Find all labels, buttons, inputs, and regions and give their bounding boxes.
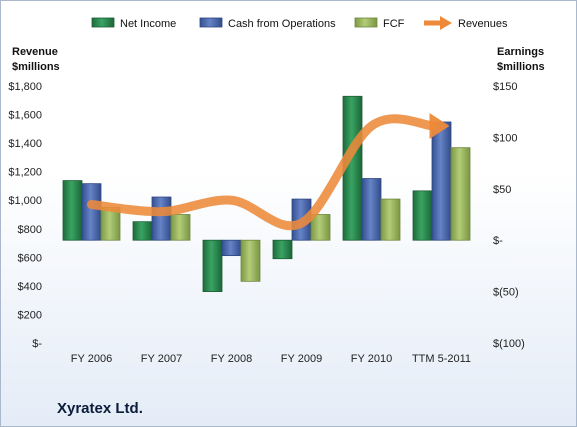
bar-net-income <box>202 239 223 292</box>
bar-cash-from-operations <box>151 196 172 241</box>
left-axis-tick-label: $1,800 <box>8 81 42 93</box>
legend-label-revenues: Revenues <box>458 18 508 30</box>
right-axis-title-line1: Earnings <box>497 46 544 58</box>
right-axis-tick-label: $(100) <box>493 338 525 350</box>
bar-fcf <box>240 239 261 282</box>
category-label: FY 2006 <box>71 353 112 365</box>
bars <box>62 95 471 292</box>
left-axis-tick-label: $400 <box>18 281 42 293</box>
bar-cash-from-operations <box>221 239 242 257</box>
bar-fcf <box>380 198 401 241</box>
left-axis-tick-label: $600 <box>18 252 42 264</box>
legend-swatch-net-income <box>91 17 115 28</box>
left-axis-tick-label: $1,400 <box>8 138 42 150</box>
bar-net-income <box>62 180 83 241</box>
left-axis-tick-label: $800 <box>18 224 42 236</box>
left-axis-tick-label: $1,600 <box>8 110 42 122</box>
right-axis-tick-label: $100 <box>493 132 517 144</box>
bar-net-income <box>132 221 153 241</box>
left-axis-tick-label: $- <box>32 338 42 350</box>
bar-cash-from-operations <box>361 178 382 241</box>
left-axis-title-line2: $millions <box>12 61 60 73</box>
bar-cash-from-operations <box>81 183 102 241</box>
bar-cash-from-operations <box>431 121 452 241</box>
legend-label-cash-from-operations: Cash from Operations <box>228 18 336 30</box>
right-axis-tick-label: $- <box>493 235 503 247</box>
category-labels: FY 2006 FY 2007 FY 2008 FY 2009 FY 2010 TTM 5… <box>71 353 471 365</box>
legend-swatch-cash-from-operations <box>199 17 223 28</box>
legend: Net Income Cash from Operations FCF Reve… <box>91 16 508 30</box>
left-axis-tick-label: $200 <box>18 309 42 321</box>
bar-fcf <box>170 214 191 241</box>
category-label: FY 2009 <box>281 353 322 365</box>
bar-fcf <box>310 214 331 241</box>
bar-net-income <box>412 190 433 241</box>
legend-swatch-fcf <box>354 17 378 28</box>
right-axis-tick-label: $(50) <box>493 287 519 299</box>
left-axis-tick-label: $1,200 <box>8 167 42 179</box>
revenue-line <box>87 114 438 231</box>
right-axis-tick-label: $150 <box>493 81 517 93</box>
right-axis-tick-label: $50 <box>493 184 511 196</box>
bar-fcf <box>450 147 471 241</box>
left-axis-tick-label: $1,000 <box>8 195 42 207</box>
left-axis-ticks: $- $200 $400 $600 $800 $1,000 $1,200 $1,400 $1,6… <box>8 81 42 350</box>
left-axis-title-line1: Revenue <box>12 46 58 58</box>
legend-arrowhead-revenues <box>440 16 452 30</box>
category-label: FY 2008 <box>211 353 252 365</box>
legend-label-net-income: Net Income <box>120 18 176 30</box>
category-label: FY 2007 <box>141 353 182 365</box>
legend-label-fcf: FCF <box>383 18 405 30</box>
revenue-line-group <box>87 112 450 231</box>
right-axis-ticks: $(100) $(50) $- $50 $100 $150 <box>493 81 525 350</box>
right-axis-title-line2: $millions <box>497 61 545 73</box>
category-label: FY 2010 <box>351 353 392 365</box>
bar-net-income <box>272 239 293 260</box>
revenue-arrowhead <box>429 112 450 139</box>
category-label: TTM 5-2011 <box>412 353 471 365</box>
company-name: Xyratex Ltd. <box>57 400 143 417</box>
